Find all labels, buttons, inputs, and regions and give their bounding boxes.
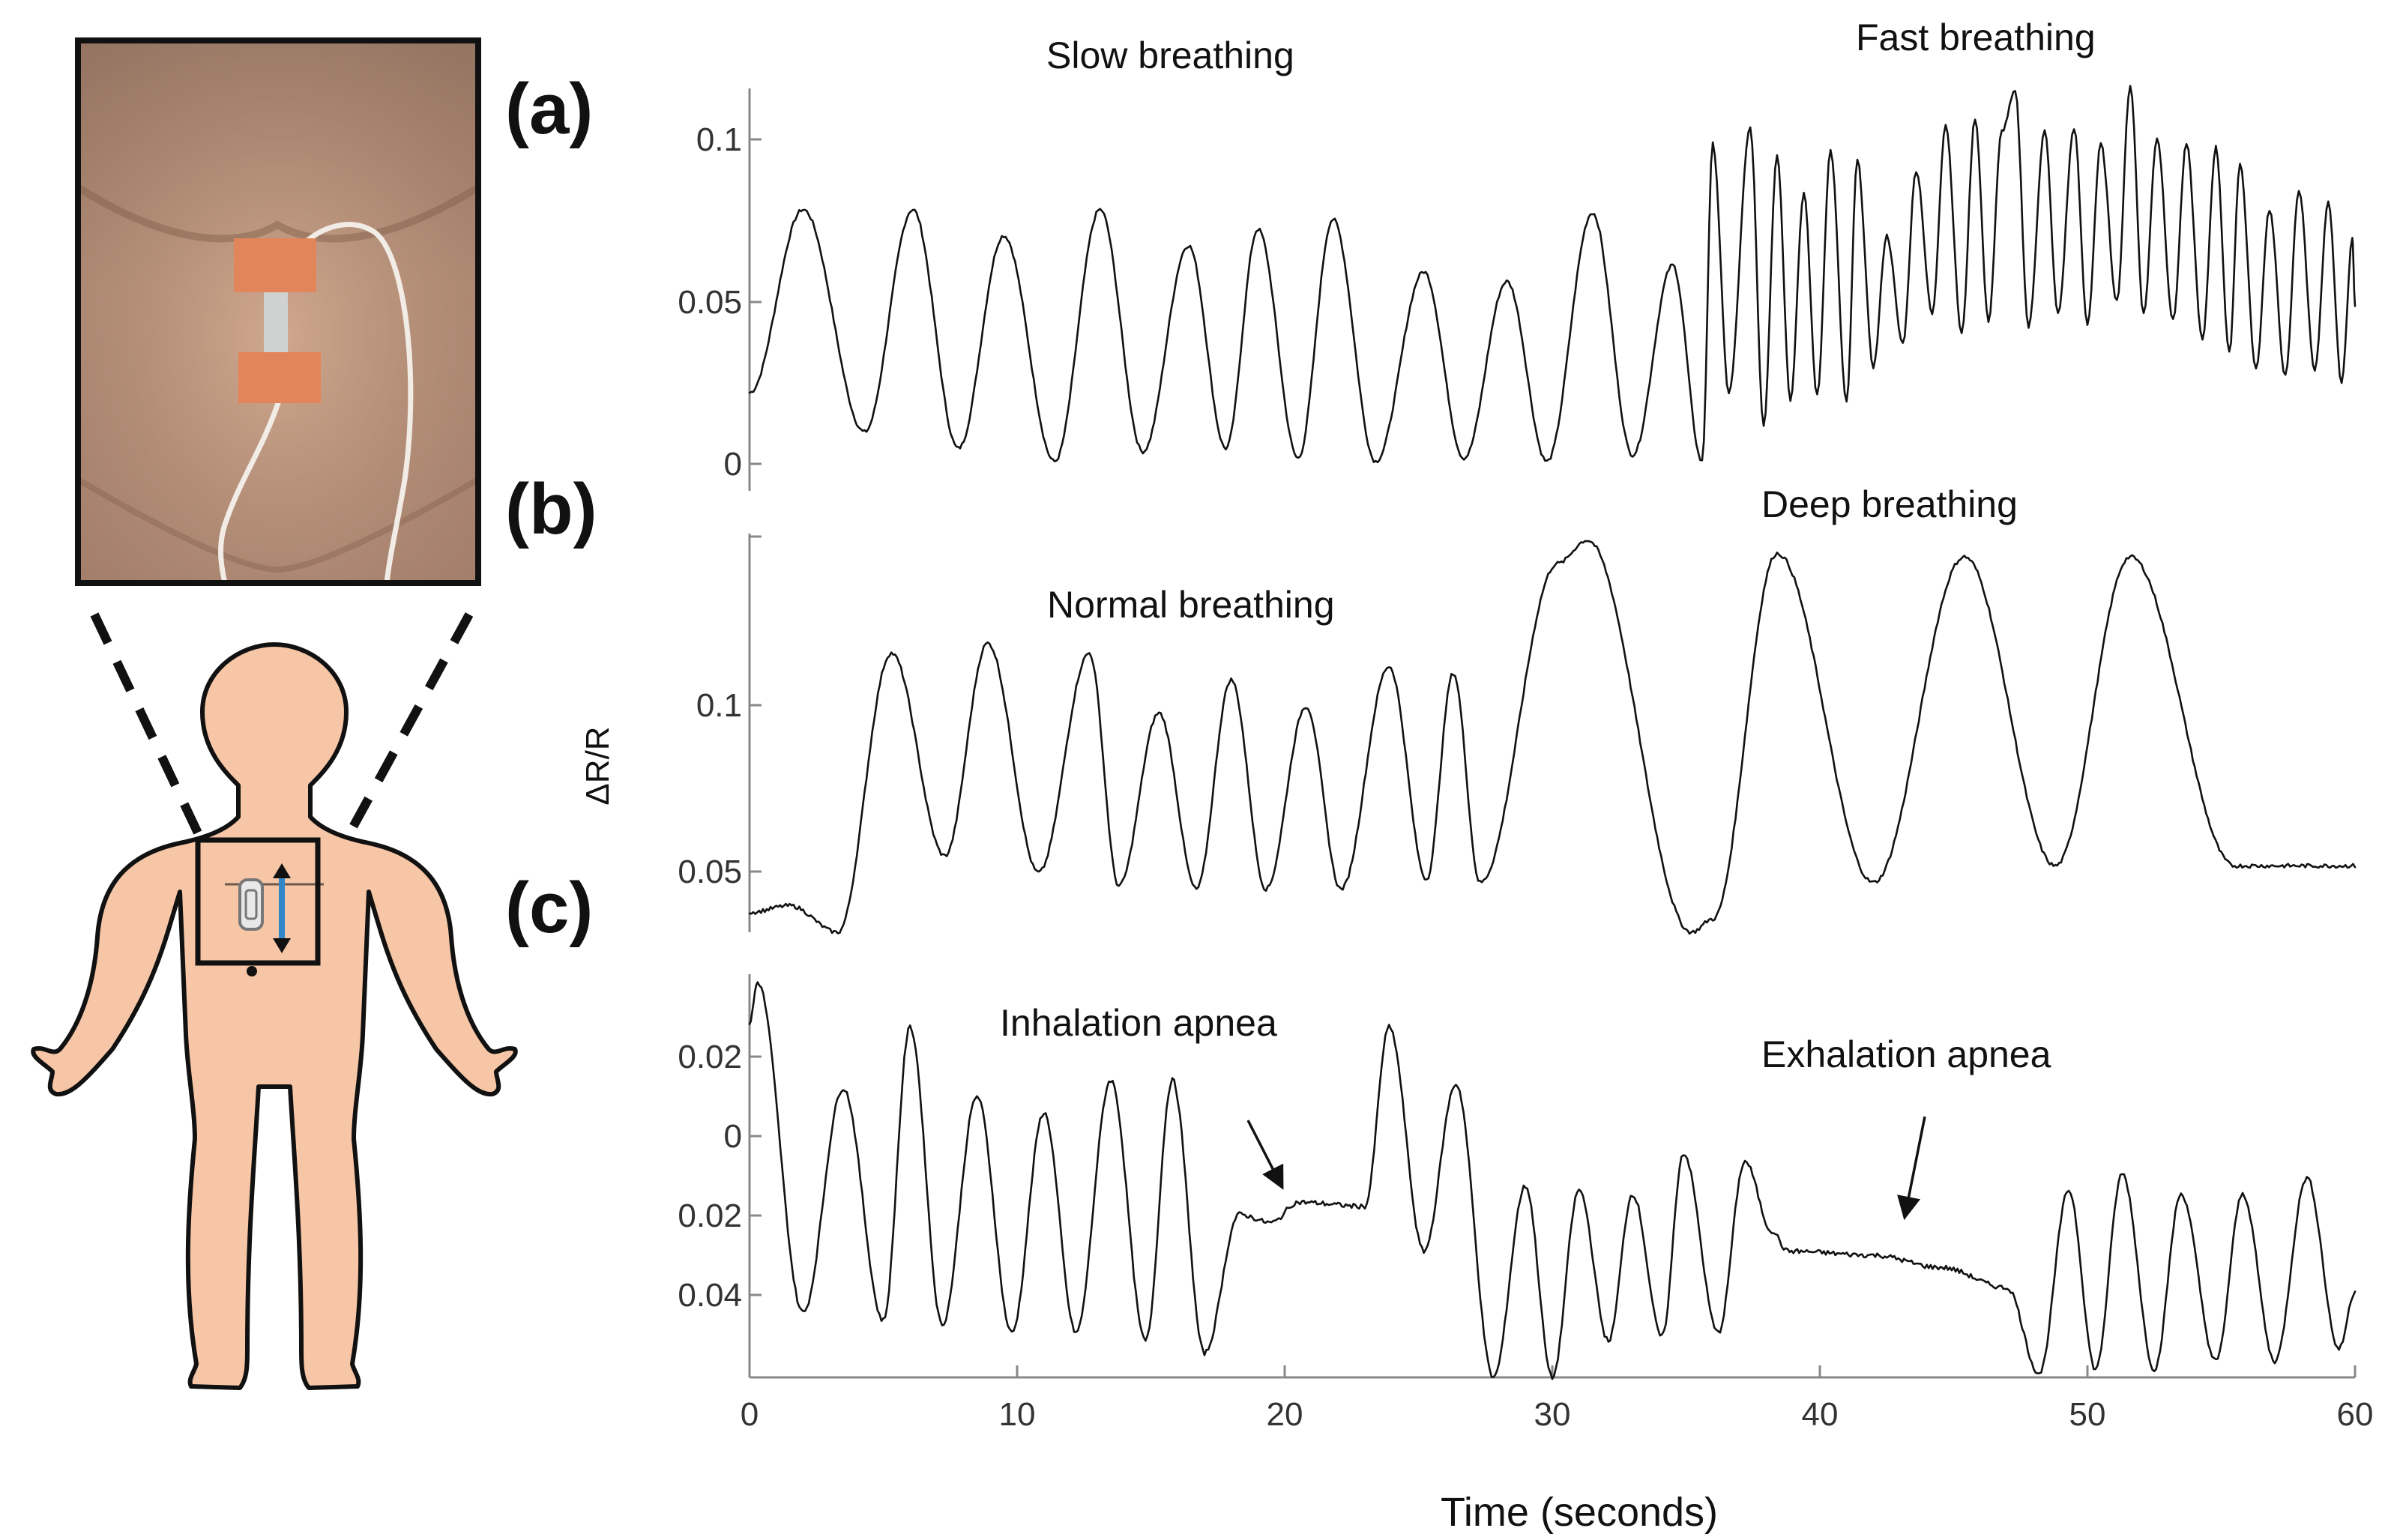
panel-label-b: (b) [505, 469, 597, 549]
body-sensor-box [195, 837, 321, 966]
y-tick-label-a-0.1: 0.1 [696, 121, 742, 158]
x-ticks: 0 10 20 30 40 50 60 [741, 1365, 2374, 1433]
panel-c: Inhalation apnea Exhalation apnea 0.02 0… [678, 974, 2373, 1535]
sensor-device-icon [238, 878, 264, 931]
panel-a: Slow breathing Fast breathing 0.1 0.05 0 [678, 16, 2357, 491]
chest-photo [75, 37, 481, 586]
x-tick-label-10: 10 [999, 1396, 1036, 1433]
x-tick-label-30: 30 [1534, 1396, 1571, 1433]
zoom-lines [90, 612, 474, 842]
annotation-fast-breathing: Fast breathing [1856, 16, 2096, 58]
sensor-wire-icon [298, 222, 414, 584]
y-tick-label-c-0: 0 [724, 1118, 742, 1155]
x-tick-label-40: 40 [1802, 1396, 1839, 1433]
y-tick-label-c-neg0.02: 0.02 [678, 1198, 742, 1234]
annotation-inhalation-apnea: Inhalation apnea [1000, 1002, 1277, 1044]
exhalation-apnea-arrow [1897, 1116, 1926, 1221]
trace-panel-c [748, 981, 2357, 1380]
body-figure-icon [31, 642, 518, 1390]
y-tick-label-b-0.05: 0.05 [678, 854, 742, 890]
y-tick-label-b-0.1: 0.1 [696, 687, 742, 724]
trace-panel-b [748, 540, 2357, 935]
tape-lower [238, 352, 321, 403]
trace-panel-a [748, 85, 2357, 464]
panel-b: Normal breathing Deep breathing 0.1 0.05… [579, 483, 2357, 935]
panel-label-b-text: (b) [505, 469, 597, 549]
panel-label-a-text: (a) [505, 69, 593, 149]
y-tick-label-c-0.02: 0.02 [678, 1039, 742, 1075]
y-tick-label-a-0: 0 [724, 446, 742, 483]
x-tick-label-60: 60 [2337, 1396, 2374, 1433]
y-ticks-a: 0.1 0.05 0 [678, 121, 742, 483]
x-tick-label-50: 50 [2069, 1396, 2106, 1433]
x-axis-label: Time (seconds) [1441, 1490, 1718, 1535]
x-tick-label-0: 0 [741, 1396, 759, 1433]
x-tick-label-20: 20 [1267, 1396, 1303, 1433]
annotation-slow-breathing: Slow breathing [1046, 34, 1294, 76]
panel-label-c: (c) [505, 868, 593, 948]
panel-label-c-text: (c) [505, 868, 593, 948]
y-tick-label-a-0.05: 0.05 [678, 284, 742, 321]
annotation-exhalation-apnea: Exhalation apnea [1761, 1033, 2051, 1075]
annotation-normal-breathing: Normal breathing [1047, 584, 1335, 626]
tape-upper [234, 238, 316, 292]
annotation-deep-breathing: Deep breathing [1761, 483, 2018, 525]
y-axis-label: ΔR/R [579, 726, 616, 805]
y-tick-label-c-neg0.04: 0.04 [678, 1277, 742, 1314]
panel-label-a: (a) [505, 69, 593, 149]
inhalation-apnea-arrow [1246, 1120, 1284, 1190]
